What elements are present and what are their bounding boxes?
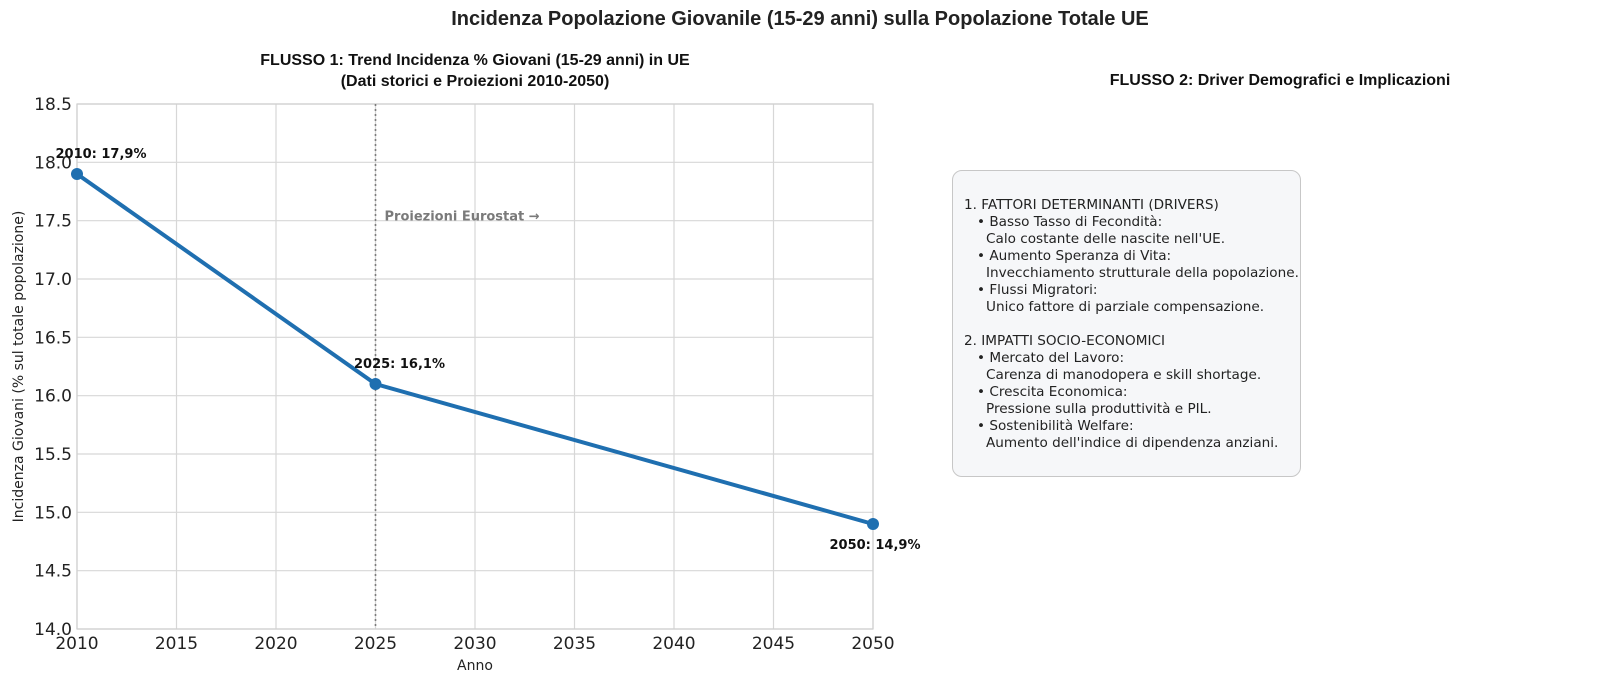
chart-title-line-1: FLUSSO 1: Trend Incidenza % Giovani (15-… — [260, 52, 690, 69]
x-tick-label-2020: 2020 — [254, 634, 297, 654]
y-tick-label-18: 18.0 — [34, 153, 72, 173]
chart-title: FLUSSO 1: Trend Incidenza % Giovani (15-… — [75, 50, 875, 92]
bullet-detail: Pressione sulla produttività e PIL. — [986, 401, 1212, 417]
y-tick-label-17.5: 17.5 — [34, 212, 72, 232]
section-heading: 1. FATTORI DETERMINANTI (DRIVERS) — [964, 197, 1219, 213]
x-tick-label-2035: 2035 — [553, 634, 596, 654]
x-tick-label-2015: 2015 — [155, 634, 198, 654]
x-tick-label-2030: 2030 — [453, 634, 496, 654]
bullet-detail: Invecchiamento strutturale della popolaz… — [986, 265, 1299, 281]
x-tick-label-2010: 2010 — [55, 634, 98, 654]
data-label-2025: 2025: 16,1% — [354, 357, 445, 372]
chart-title-line-2: (Dati storici e Proiezioni 2010-2050) — [340, 73, 610, 90]
y-tick-label-14: 14.0 — [34, 620, 72, 640]
x-tick-label-2045: 2045 — [752, 634, 795, 654]
y-tick-label-18.5: 18.5 — [34, 95, 72, 115]
x-tick-label-2050: 2050 — [851, 634, 894, 654]
data-label-2010: 2010: 17,9% — [55, 147, 146, 162]
figure-title: Incidenza Popolazione Giovanile (15-29 a… — [451, 8, 1149, 30]
data-label-2050: 2050: 14,9% — [829, 538, 920, 553]
x-axis-label: Anno — [457, 658, 493, 674]
drivers-info-box: 1. FATTORI DETERMINANTI (DRIVERS) • Basso… — [952, 170, 1301, 477]
data-point-2010 — [71, 168, 83, 180]
data-point-2025 — [369, 378, 382, 390]
y-tick-label-15: 15.0 — [34, 503, 72, 523]
y-axis-label: Incidenza Giovani (% sul totale popolazi… — [11, 211, 27, 523]
bullet-detail: Carenza di manodopera e skill shortage. — [986, 367, 1262, 383]
plot-frame — [76, 103, 874, 630]
bullet-label: • Crescita Economica: — [977, 384, 1128, 400]
bullet-detail: Calo costante delle nascite nell'UE. — [986, 231, 1226, 247]
section-heading: 2. IMPATTI SOCIO-ECONOMICI — [964, 333, 1165, 349]
bullet-label: • Flussi Migratori: — [977, 282, 1098, 298]
section-gap — [964, 316, 1290, 333]
right-panel-title: FLUSSO 2: Driver Demografici e Implicazi… — [1109, 72, 1451, 89]
y-tick-label-16.5: 16.5 — [34, 328, 72, 348]
bullet-label: • Sostenibilità Welfare: — [977, 418, 1134, 434]
bullet-label: • Mercato del Lavoro: — [977, 350, 1125, 366]
y-tick-label-14.5: 14.5 — [34, 562, 72, 582]
x-tick-label-2025: 2025 — [354, 634, 397, 654]
bullet-detail: Unico fattore di parziale compensazione. — [986, 299, 1265, 315]
line-chart: 2010 2015 2020 2025 2030 2035 2040 2045 2050 14.0… — [11, 95, 921, 674]
bullet-label: • Aumento Speranza di Vita: — [977, 248, 1172, 264]
x-tick-label-2040: 2040 — [652, 634, 695, 654]
data-point-2050 — [867, 518, 879, 530]
bullet-detail: Aumento dell'indice di dipendenza anzian… — [986, 435, 1279, 451]
y-tick-label-17: 17.0 — [34, 270, 72, 290]
projection-label: Proiezioni Eurostat → — [385, 210, 540, 225]
y-tick-label-16: 16.0 — [34, 387, 72, 407]
bullet-label: • Basso Tasso di Fecondità: — [977, 214, 1163, 230]
y-tick-label-15.5: 15.5 — [34, 445, 72, 465]
